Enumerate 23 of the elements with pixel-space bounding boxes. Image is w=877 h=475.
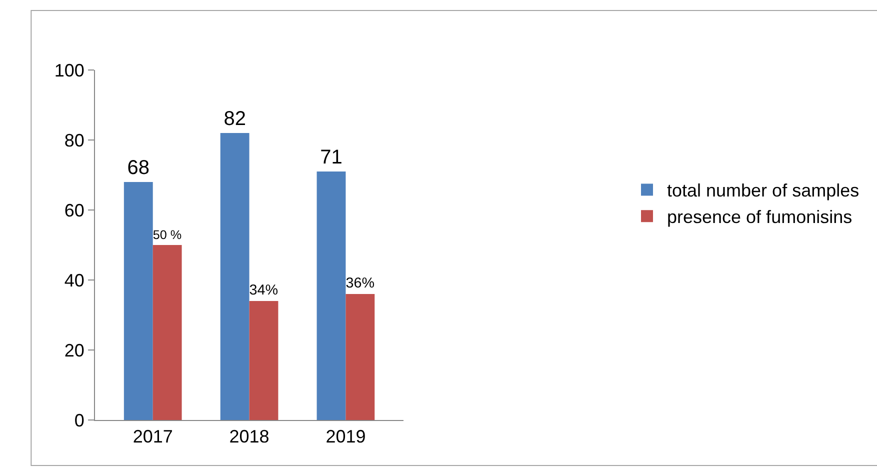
bar bbox=[220, 133, 250, 420]
x-tick-label: 2018 bbox=[229, 426, 270, 447]
y-tick-label: 0 bbox=[74, 410, 84, 430]
data-label: 68 bbox=[127, 157, 150, 179]
y-tick-label: 20 bbox=[64, 340, 84, 360]
y-tick-label: 60 bbox=[64, 200, 84, 220]
y-tick-label: 100 bbox=[54, 60, 84, 80]
data-label: 36% bbox=[346, 275, 375, 292]
data-label: 71 bbox=[320, 146, 342, 168]
bar bbox=[346, 294, 375, 420]
bar bbox=[249, 301, 278, 420]
x-tick-label: 2017 bbox=[132, 426, 173, 447]
bar bbox=[152, 245, 182, 420]
bar bbox=[316, 172, 346, 420]
legend-label: total number of samples bbox=[667, 180, 860, 201]
y-tick-label: 40 bbox=[64, 270, 84, 290]
bar bbox=[124, 182, 153, 420]
legend-label: presence of fumonisins bbox=[667, 207, 852, 228]
data-label: 34% bbox=[249, 282, 278, 298]
data-label: 50 % bbox=[152, 228, 182, 242]
x-tick-label: 2019 bbox=[326, 426, 366, 447]
data-label: 82 bbox=[224, 108, 246, 130]
y-tick-label: 80 bbox=[64, 130, 84, 150]
